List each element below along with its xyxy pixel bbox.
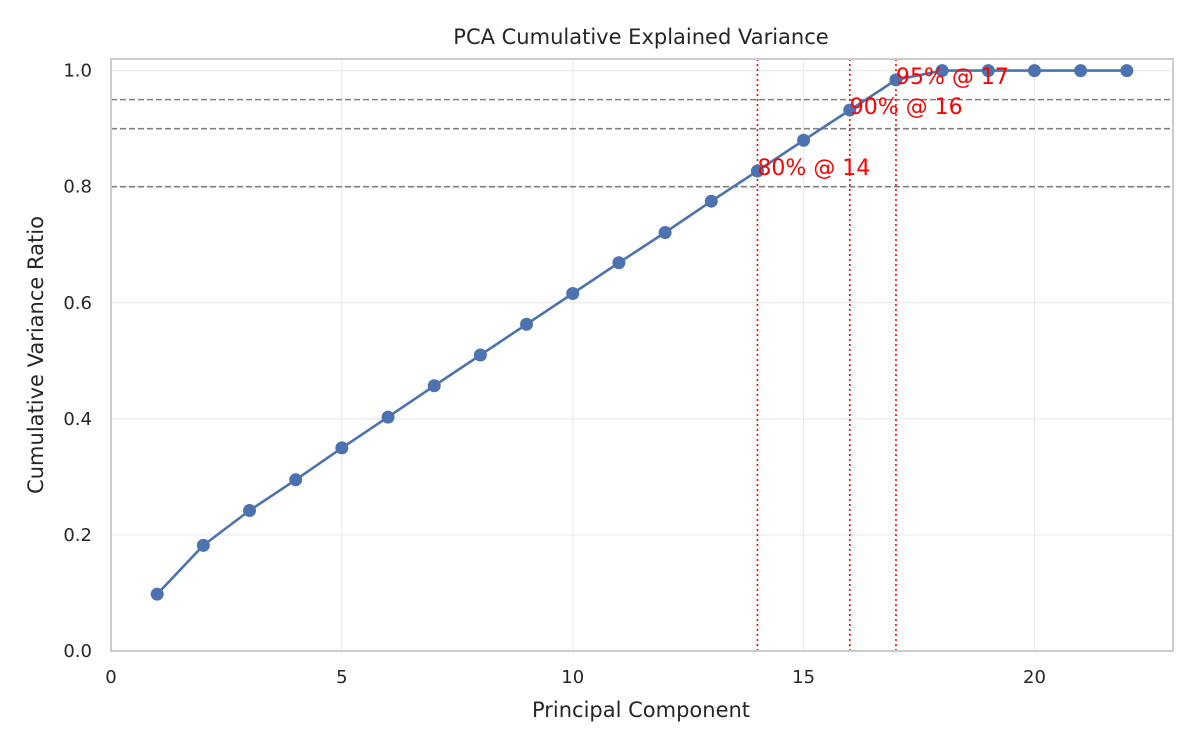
data-point bbox=[889, 73, 903, 87]
data-point bbox=[843, 103, 857, 117]
y-tick-label: 0.2 bbox=[63, 525, 92, 546]
tick-layer: 0 5 10 15 20 0.0 0.2 0.4 0.6 0.8 1.0 bbox=[63, 61, 1046, 688]
data-point bbox=[243, 504, 257, 518]
series-layer bbox=[150, 64, 1134, 601]
data-point bbox=[704, 194, 718, 208]
x-tick-label: 5 bbox=[336, 667, 347, 688]
data-point bbox=[150, 587, 164, 601]
y-tick-label: 0.6 bbox=[63, 293, 92, 314]
x-tick-label: 15 bbox=[792, 667, 815, 688]
data-point bbox=[196, 538, 210, 552]
data-point bbox=[797, 133, 811, 147]
data-point bbox=[1074, 64, 1088, 78]
grid-layer bbox=[111, 59, 1173, 651]
data-point bbox=[658, 226, 672, 240]
chart-title: PCA Cumulative Explained Variance bbox=[453, 25, 828, 49]
threshold-annotation: 80% @ 14 bbox=[757, 156, 870, 181]
y-axis-label: Cumulative Variance Ratio bbox=[24, 216, 48, 494]
y-tick-label: 0.8 bbox=[63, 177, 92, 198]
reference-lines bbox=[111, 59, 1173, 651]
threshold-annotation: 90% @ 16 bbox=[850, 95, 963, 120]
data-point bbox=[935, 64, 949, 78]
y-tick-label: 0.0 bbox=[63, 641, 92, 662]
data-point bbox=[981, 64, 995, 78]
x-tick-label: 0 bbox=[105, 667, 116, 688]
data-point bbox=[520, 317, 534, 331]
data-point bbox=[289, 473, 303, 487]
data-point bbox=[612, 256, 626, 270]
y-tick-label: 0.4 bbox=[63, 409, 92, 430]
data-point bbox=[1027, 64, 1041, 78]
x-axis-label: Principal Component bbox=[532, 698, 750, 722]
data-point bbox=[335, 441, 349, 455]
series-line bbox=[156, 69, 1127, 595]
annotation-layer: 80% @ 14 90% @ 16 95% @ 17 bbox=[757, 65, 1008, 181]
y-tick-label: 1.0 bbox=[63, 61, 92, 82]
x-tick-label: 10 bbox=[561, 667, 584, 688]
data-point bbox=[381, 410, 395, 424]
plot-frame bbox=[110, 58, 1174, 652]
data-point bbox=[473, 348, 487, 362]
data-point bbox=[566, 286, 580, 300]
data-point bbox=[427, 379, 441, 393]
threshold-annotation: 95% @ 17 bbox=[896, 65, 1009, 90]
data-point bbox=[750, 164, 764, 178]
data-point bbox=[1120, 64, 1134, 78]
x-tick-label: 20 bbox=[1023, 667, 1046, 688]
